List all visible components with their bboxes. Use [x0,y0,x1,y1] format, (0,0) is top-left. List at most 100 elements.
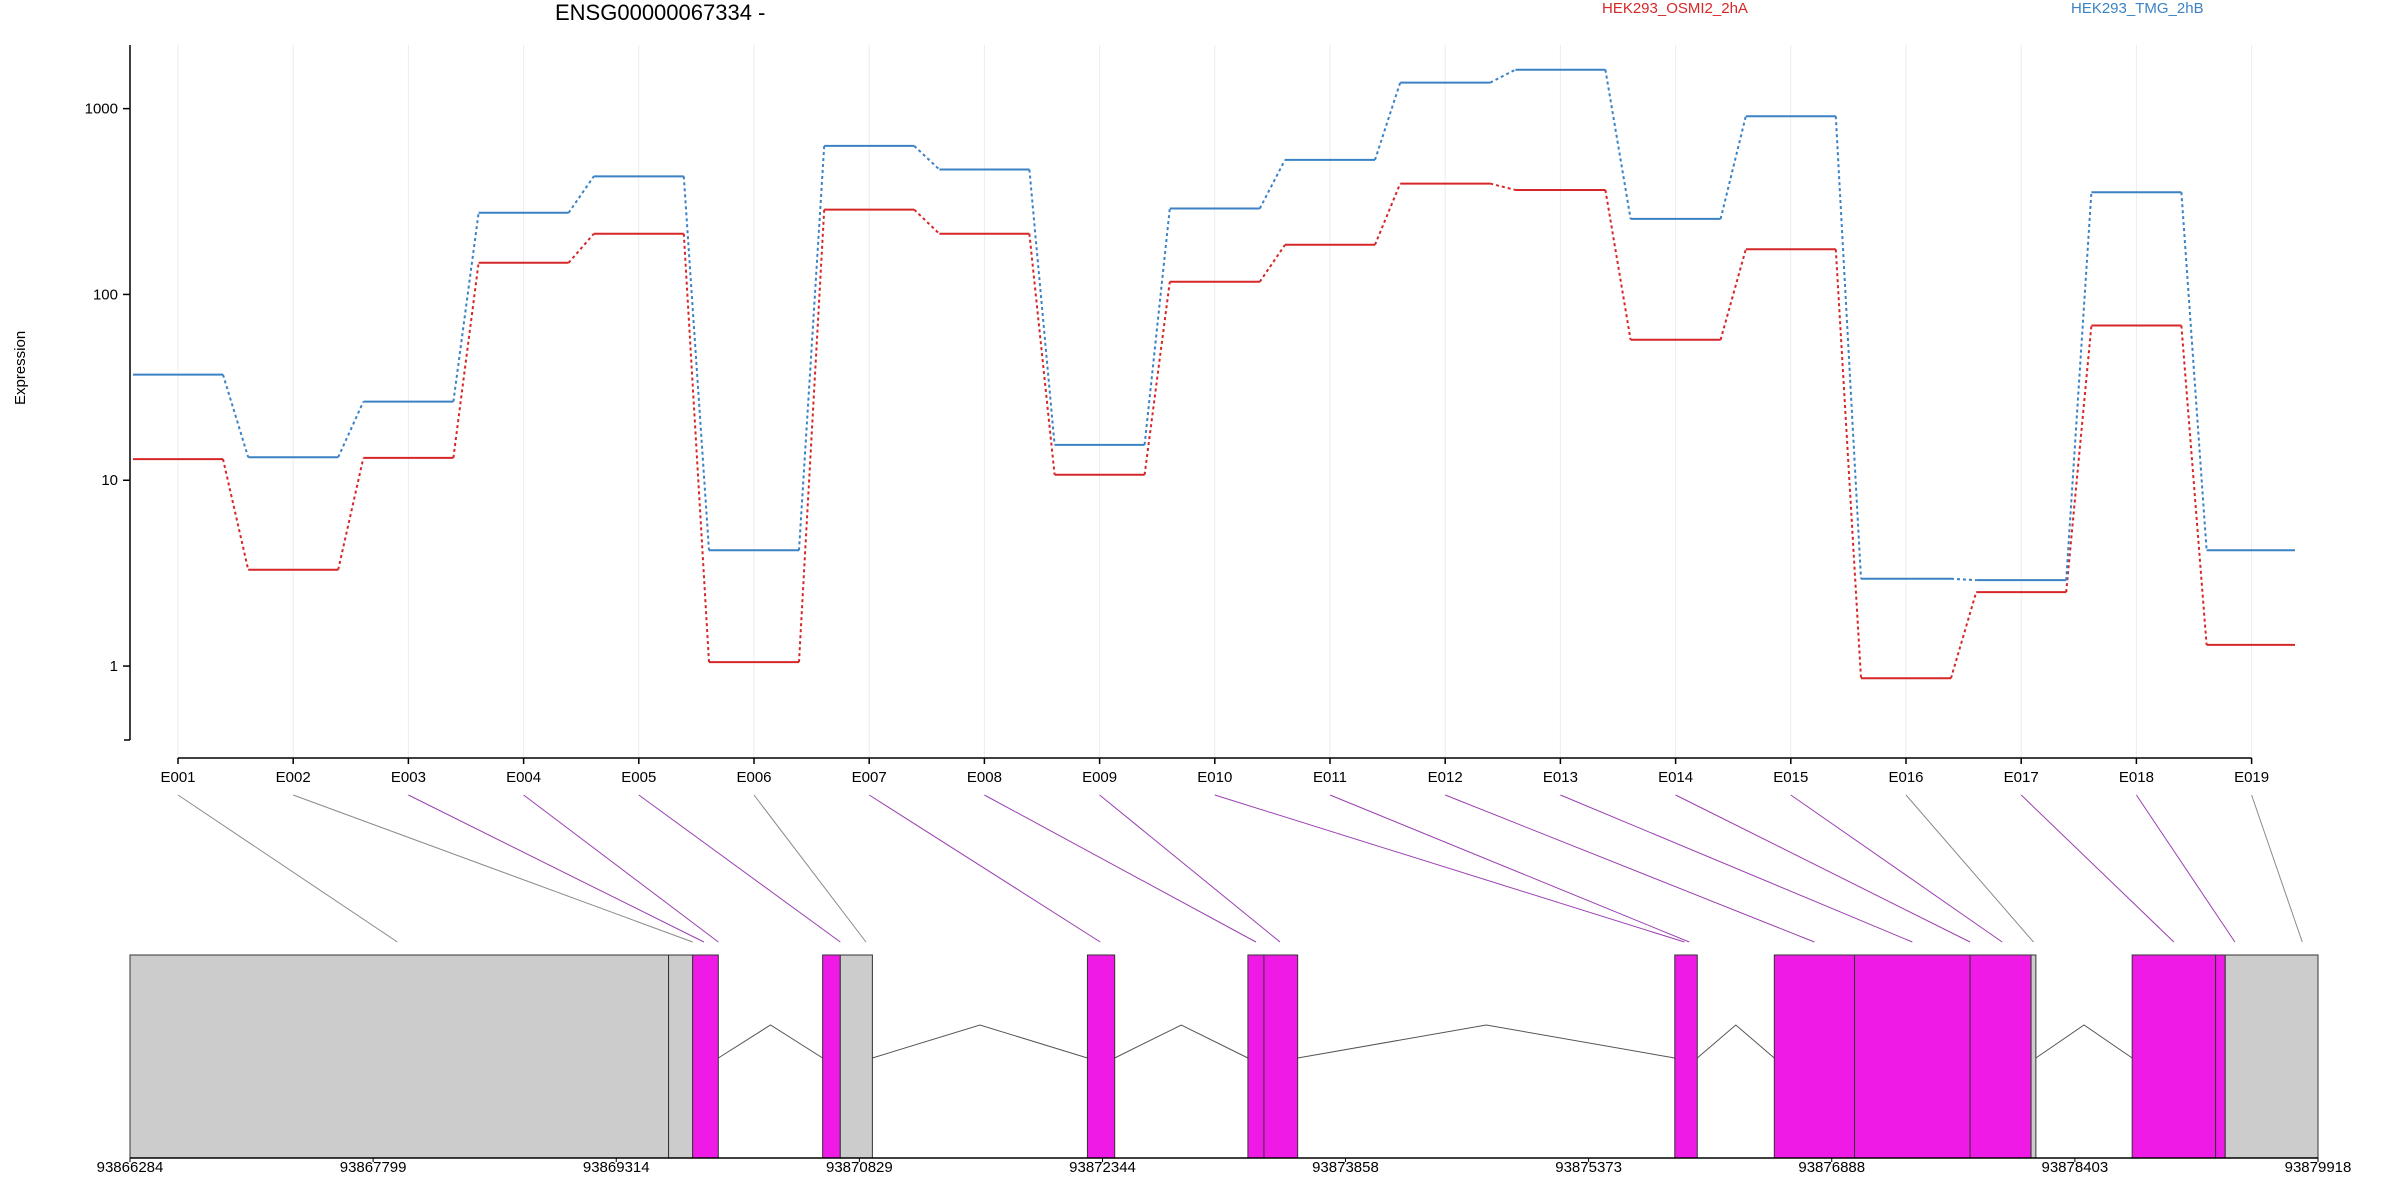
exon-block-11 [1854,954,1971,1159]
x-axis-exons: E001 E002 E003 E004 E005 E006 E007 E008 E009 E010… [160,757,2269,786]
connector-HEK293_TMG_2hB-E002 [337,401,365,458]
grid-lines [177,45,2253,758]
exon-block-4 [822,954,841,1159]
connector-HEK293_TMG_2hB-E017 [2065,192,2093,581]
utr-block-13 [2030,954,2037,1159]
connector-HEK293_TMG_2hB-E005 [682,176,710,551]
connector-HEK293_TMG_2hB-E018 [2180,192,2208,551]
utr-block-1 [129,954,670,1159]
genomic-tick-label-93878403: 93878403 [2041,1159,2108,1176]
map-line-E019 [2251,794,2303,943]
x-tick-label-E004: E004 [506,769,541,786]
y-tick-label-1000: 1000 [85,101,118,118]
genomic-tick-label-93867799: 93867799 [340,1159,407,1176]
genomic-tick-label-93870829: 93870829 [826,1159,893,1176]
genomic-tick-label-93875373: 93875373 [1555,1159,1622,1176]
intron-3 [1114,1024,1249,1059]
connector-HEK293_OSMI2_2hA-E008 [1028,233,1056,475]
intron-1 [718,1024,823,1059]
series-HEK293_OSMI2_2hA [133,182,2295,680]
map-line-E004 [523,794,719,943]
connector-HEK293_OSMI2_2hA-E013 [1604,189,1632,340]
exon-block-12 [1969,954,2032,1159]
map-line-E006 [753,794,867,943]
map-line-E003 [408,794,705,943]
intron-5 [1696,1024,1775,1059]
connector-HEK293_TMG_2hB-E003 [452,212,480,402]
map-line-E005 [638,794,841,943]
feature-map-lines [177,794,2303,943]
intron-2 [872,1024,1088,1059]
utr-block-2 [668,954,694,1159]
connector-HEK293_OSMI2_2hA-E012 [1489,182,1516,191]
connector-HEK293_TMG_2hB-E007 [913,145,941,171]
connector-HEK293_OSMI2_2hA-E005 [682,233,710,663]
connector-HEK293_OSMI2_2hA-E014 [1719,249,1747,341]
map-line-E018 [2135,794,2236,943]
x-tick-label-E012: E012 [1428,769,1463,786]
x-tick-label-E001: E001 [160,769,195,786]
map-line-E010 [1214,794,1685,943]
connector-HEK293_TMG_2hB-E010 [1258,159,1286,209]
x-tick-label-E009: E009 [1082,769,1117,786]
connector-HEK293_OSMI2_2hA-E015 [1834,249,1862,679]
connector-HEK293_TMG_2hB-E001 [222,374,250,458]
x-tick-label-E003: E003 [391,769,426,786]
x-tick-label-E006: E006 [736,769,771,786]
genomic-tick-label-93879918: 93879918 [2285,1159,2352,1176]
map-line-E002 [293,794,693,943]
x-tick-label-E017: E017 [2004,769,2039,786]
map-line-E001 [177,794,398,943]
map-line-E011 [1329,794,1690,943]
x-tick-label-E010: E010 [1197,769,1232,786]
x-tick-label-E008: E008 [967,769,1002,786]
exon-block-15 [2215,954,2226,1159]
connector-HEK293_TMG_2hB-E006 [798,145,826,551]
x-tick-label-E019: E019 [2234,769,2269,786]
map-line-E013 [1560,794,1913,943]
connector-HEK293_OSMI2_2hA-E004 [567,233,595,264]
connector-HEK293_TMG_2hB-E013 [1604,69,1632,220]
exon-block-7 [1247,954,1265,1159]
connector-HEK293_OSMI2_2hA-E018 [2180,325,2208,645]
x-tick-label-E005: E005 [621,769,656,786]
connector-HEK293_OSMI2_2hA-E009 [1143,281,1171,475]
map-line-E008 [984,794,1257,943]
map-line-E007 [868,794,1101,943]
connector-HEK293_OSMI2_2hA-E003 [452,262,480,458]
map-line-E016 [1905,794,2034,943]
genomic-tick-label-93873858: 93873858 [1312,1159,1379,1176]
chart-title: ENSG00000067334 - [555,0,766,25]
genomic-tick-label-93876888: 93876888 [1798,1159,1865,1176]
connector-HEK293_OSMI2_2hA-E016 [1950,591,1978,679]
y-axis: 1 10 100 1000 [85,45,131,741]
connector-HEK293_TMG_2hB-E016 [1950,577,1977,582]
connector-HEK293_OSMI2_2hA-E017 [2065,325,2093,593]
map-line-E009 [1099,794,1281,943]
map-line-E012 [1445,794,1815,943]
x-tick-label-E007: E007 [852,769,887,786]
legend-entry-tmg: HEK293_TMG_2hB [2071,0,2204,17]
series-lines [133,68,2295,680]
exon-block-6 [1086,954,1116,1159]
genomic-tick-label-93866284: 93866284 [97,1159,164,1176]
x-tick-label-E002: E002 [276,769,311,786]
exon-block-3 [692,954,719,1159]
map-line-E017 [2020,794,2175,943]
connector-HEK293_TMG_2hB-E009 [1143,208,1171,445]
y-tick-label-100: 100 [93,286,118,303]
connector-HEK293_OSMI2_2hA-E010 [1258,244,1286,283]
connector-HEK293_OSMI2_2hA-E002 [337,457,365,570]
utr-block-5 [839,954,873,1159]
connector-HEK293_TMG_2hB-E011 [1374,82,1402,161]
genomic-axis: 93866284 93867799 93869314 93870829 93872344… [97,1157,2352,1176]
series-HEK293_TMG_2hB [133,68,2295,582]
exon-block-9 [1674,954,1698,1159]
map-line-E015 [1790,794,2003,943]
genomic-tick-label-93872344: 93872344 [1069,1159,1136,1176]
exon-block-10 [1773,954,1856,1159]
connector-HEK293_TMG_2hB-E012 [1489,68,1516,84]
legend-entry-osmi2: HEK293_OSMI2_2hA [1602,0,1748,17]
intron-4 [1297,1024,1675,1059]
